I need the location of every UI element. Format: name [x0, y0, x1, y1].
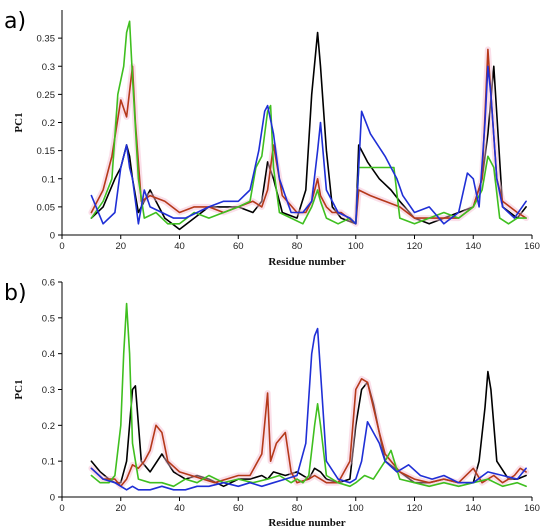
x-tick-label: 0 [59, 241, 64, 252]
x-tick-label: 120 [407, 503, 423, 514]
x-tick-label: 80 [292, 503, 303, 514]
y-axis-title: PC1 [13, 379, 25, 399]
y-tick-label: 0.05 [37, 202, 56, 213]
panel-label: a) [4, 9, 26, 34]
series-line-3 [90, 302, 527, 488]
panel-b-chart: b) 0 20 40 60 80 100 120 140 160 0 0.1 0.2 0.3 0.4 0.5 0… [4, 278, 540, 530]
x-tick-label: 100 [348, 241, 364, 252]
x-tick-label: 100 [348, 503, 364, 514]
y-tick-label: 0.6 [42, 278, 55, 289]
y-tick-label: 0 [50, 493, 55, 504]
series-line-3 [90, 20, 527, 225]
series-line-4 [90, 327, 527, 491]
panel-a-chart: a) 0 20 40 60 80 100 120 140 160 0 0.05 0.1 0.15 0.2 0.… [4, 9, 540, 268]
x-tick-label: 40 [174, 241, 185, 252]
x-tick-label: 140 [465, 503, 481, 514]
y-tick-label: 0.5 [42, 313, 55, 324]
y-tick-label: 0.35 [37, 34, 56, 45]
y-axis-title: PC1 [13, 112, 25, 132]
y-tick-label: 0.2 [42, 421, 55, 432]
x-tick-label: 20 [115, 241, 126, 252]
y-tick-label: 0.4 [42, 349, 55, 360]
series-line-2 [90, 377, 527, 488]
series-line-1 [90, 370, 527, 488]
x-tick-label: 160 [524, 503, 540, 514]
x-tick-label: 80 [292, 241, 303, 252]
panel-label: b) [4, 281, 27, 306]
x-tick-label: 40 [174, 503, 185, 514]
x-tick-label: 0 [59, 503, 64, 514]
x-tick-label: 120 [407, 241, 423, 252]
x-axis-title: Residue number [268, 256, 345, 268]
y-tick-label: 0.15 [37, 146, 56, 157]
y-tick-label: 0.3 [42, 385, 55, 396]
y-tick-label: 0.1 [42, 457, 55, 468]
x-tick-label: 140 [465, 241, 481, 252]
x-tick-label: 60 [233, 241, 244, 252]
x-tick-label: 160 [524, 241, 540, 252]
x-tick-label: 60 [233, 503, 244, 514]
y-tick-label: 0.25 [37, 90, 56, 101]
x-tick-label: 20 [115, 503, 126, 514]
series-line-4 [90, 65, 527, 225]
y-tick-label: 0.3 [42, 62, 55, 73]
y-tick-label: 0.2 [42, 118, 55, 129]
x-axis-title: Residue number [268, 517, 345, 529]
y-tick-label: 0.1 [42, 174, 55, 185]
y-tick-label: 0 [50, 231, 55, 242]
